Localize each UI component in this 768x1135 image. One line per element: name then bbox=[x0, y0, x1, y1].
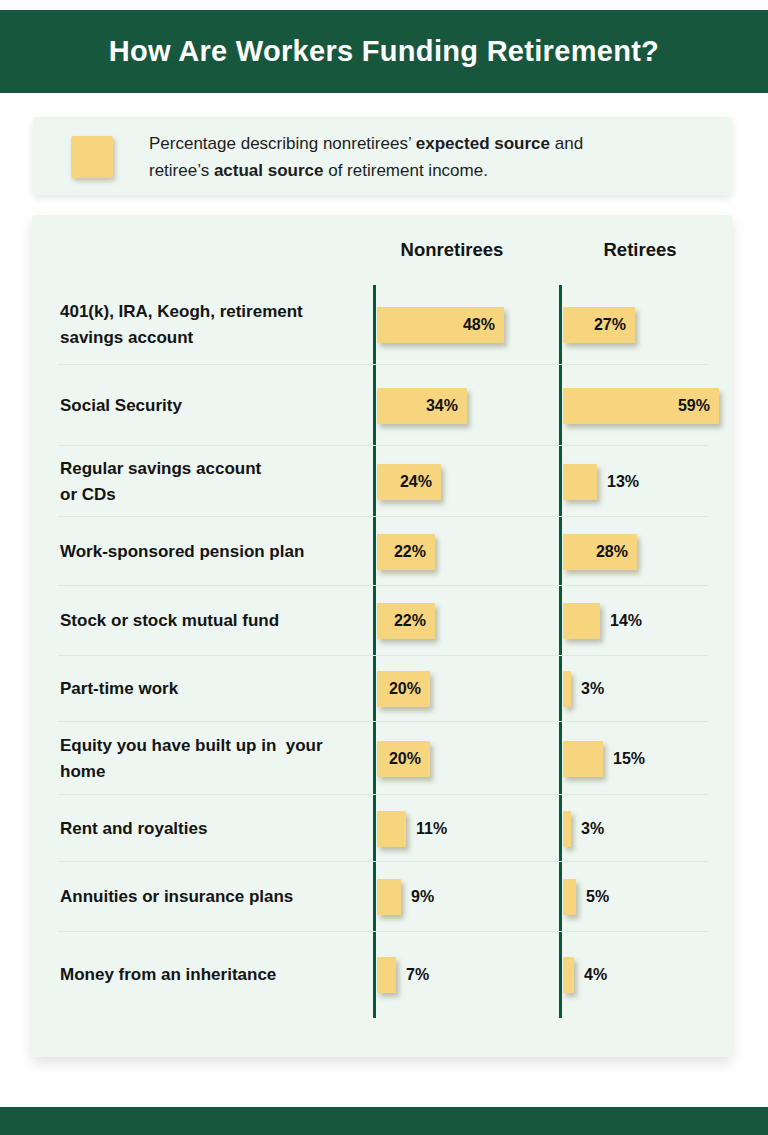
chart-rows: 401(k), IRA, Keogh, retirement savings a… bbox=[32, 285, 732, 1018]
chart-card: Nonretirees Retirees 401(k), IRA, Keogh,… bbox=[32, 215, 732, 1057]
chart-row: Part-time work 20% 3% bbox=[32, 656, 732, 722]
retirees-bar-cell: 15% bbox=[563, 741, 732, 777]
retirees-value-label: 14% bbox=[610, 612, 642, 630]
category-label: Money from an inheritance bbox=[32, 962, 377, 988]
nonretirees-bar-cell: 24% bbox=[377, 464, 563, 500]
retirees-bar bbox=[563, 464, 597, 500]
nonretirees-value-label: 22% bbox=[394, 612, 426, 630]
retirees-bar-cell: 59% bbox=[563, 388, 732, 424]
retirees-bar bbox=[563, 811, 571, 847]
nonretirees-bar bbox=[377, 957, 396, 993]
nonretirees-bar: 20% bbox=[377, 671, 430, 707]
nonretirees-bar-cell: 11% bbox=[377, 811, 563, 847]
nonretirees-bar-cell: 9% bbox=[377, 879, 563, 915]
retirees-bar-cell: 3% bbox=[563, 671, 732, 707]
chart-row: Annuities or insurance plans 9% 5% bbox=[32, 862, 732, 932]
nonretirees-bar: 22% bbox=[377, 534, 435, 570]
retirees-value-label: 3% bbox=[581, 680, 604, 698]
retirees-value-label: 28% bbox=[596, 543, 628, 561]
chart-row: 401(k), IRA, Keogh, retirement savings a… bbox=[32, 285, 732, 365]
nonretirees-bar-cell: 48% bbox=[377, 307, 563, 343]
retirees-value-label: 59% bbox=[678, 397, 710, 415]
category-label: Equity you have built up in your home bbox=[32, 733, 377, 785]
legend-card: Percentage describing nonretirees’ expec… bbox=[33, 117, 732, 195]
nonretirees-value-label: 11% bbox=[416, 820, 447, 838]
retirees-value-label: 5% bbox=[586, 888, 609, 906]
nonretirees-value-label: 7% bbox=[406, 966, 429, 984]
nonretirees-bar: 48% bbox=[377, 307, 504, 343]
nonretirees-bar bbox=[377, 879, 401, 915]
category-label: Rent and royalties bbox=[32, 816, 377, 842]
category-label: 401(k), IRA, Keogh, retirement savings a… bbox=[32, 299, 377, 351]
retirees-bar-cell: 5% bbox=[563, 879, 732, 915]
footer-band bbox=[0, 1107, 768, 1135]
retirees-bar-cell: 14% bbox=[563, 603, 732, 639]
nonretirees-value-label: 9% bbox=[411, 888, 434, 906]
retirees-bar-cell: 28% bbox=[563, 534, 732, 570]
retirees-value-label: 15% bbox=[613, 750, 645, 768]
retirees-value-label: 13% bbox=[607, 473, 639, 491]
retirees-bar-cell: 27% bbox=[563, 307, 732, 343]
legend-text: Percentage describing nonretirees’ expec… bbox=[149, 130, 702, 184]
retirees-bar bbox=[563, 671, 571, 707]
retirees-bar: 27% bbox=[563, 307, 635, 343]
retirees-value-label: 4% bbox=[584, 966, 607, 984]
nonretirees-bar-cell: 22% bbox=[377, 603, 563, 639]
category-label: Stock or stock mutual fund bbox=[32, 608, 377, 634]
legend-line: retiree’s actual source of retirement in… bbox=[149, 157, 702, 184]
chart-row: Work-sponsored pension plan 22% 28% bbox=[32, 517, 732, 586]
legend-swatch-icon bbox=[71, 136, 113, 178]
retirees-bar: 28% bbox=[563, 534, 637, 570]
nonretirees-bar-cell: 20% bbox=[377, 741, 563, 777]
infographic-page: How Are Workers Funding Retirement? Perc… bbox=[0, 0, 768, 1135]
retirees-value-label: 3% bbox=[581, 820, 604, 838]
category-label: Annuities or insurance plans bbox=[32, 884, 377, 910]
nonretirees-bar-cell: 7% bbox=[377, 957, 563, 993]
category-label: Regular savings account or CDs bbox=[32, 456, 377, 508]
retirees-value-label: 27% bbox=[594, 316, 626, 334]
retirees-bar-cell: 13% bbox=[563, 464, 732, 500]
retirees-bar-cell: 3% bbox=[563, 811, 732, 847]
nonretirees-bar: 24% bbox=[377, 464, 441, 500]
nonretirees-bar: 22% bbox=[377, 603, 435, 639]
nonretirees-value-label: 34% bbox=[426, 397, 458, 415]
chart-row: Stock or stock mutual fund 22% 14% bbox=[32, 586, 732, 656]
nonretirees-value-label: 48% bbox=[463, 316, 495, 334]
nonretirees-bar bbox=[377, 811, 406, 847]
retirees-bar: 59% bbox=[563, 388, 719, 424]
retirees-bar bbox=[563, 603, 600, 639]
nonretirees-bar: 34% bbox=[377, 388, 467, 424]
nonretirees-bar: 20% bbox=[377, 741, 430, 777]
retirees-bar bbox=[563, 957, 574, 993]
column-header-retirees: Retirees bbox=[555, 239, 725, 261]
chart-row: Rent and royalties 11% 3% bbox=[32, 795, 732, 862]
retirees-bar bbox=[563, 879, 576, 915]
nonretirees-bar-cell: 22% bbox=[377, 534, 563, 570]
chart-row: Money from an inheritance 7% 4% bbox=[32, 932, 732, 1018]
chart-row: Social Security 34% 59% bbox=[32, 365, 732, 446]
category-label: Social Security bbox=[32, 393, 377, 419]
nonretirees-value-label: 20% bbox=[389, 680, 421, 698]
chart-row: Equity you have built up in your home 20%… bbox=[32, 722, 732, 795]
nonretirees-value-label: 20% bbox=[389, 750, 421, 768]
nonretirees-bar-cell: 20% bbox=[377, 671, 563, 707]
retirees-bar-cell: 4% bbox=[563, 957, 732, 993]
nonretirees-value-label: 24% bbox=[400, 473, 432, 491]
column-header-nonretirees: Nonretirees bbox=[372, 239, 532, 261]
retirees-bar bbox=[563, 741, 603, 777]
legend-line: Percentage describing nonretirees’ expec… bbox=[149, 130, 702, 157]
page-title: How Are Workers Funding Retirement? bbox=[109, 35, 659, 68]
category-label: Part-time work bbox=[32, 676, 377, 702]
header-banner: How Are Workers Funding Retirement? bbox=[0, 10, 768, 93]
nonretirees-value-label: 22% bbox=[394, 543, 426, 561]
chart-row: Regular savings account or CDs 24% 13% bbox=[32, 446, 732, 517]
nonretirees-bar-cell: 34% bbox=[377, 388, 563, 424]
category-label: Work-sponsored pension plan bbox=[32, 539, 377, 565]
